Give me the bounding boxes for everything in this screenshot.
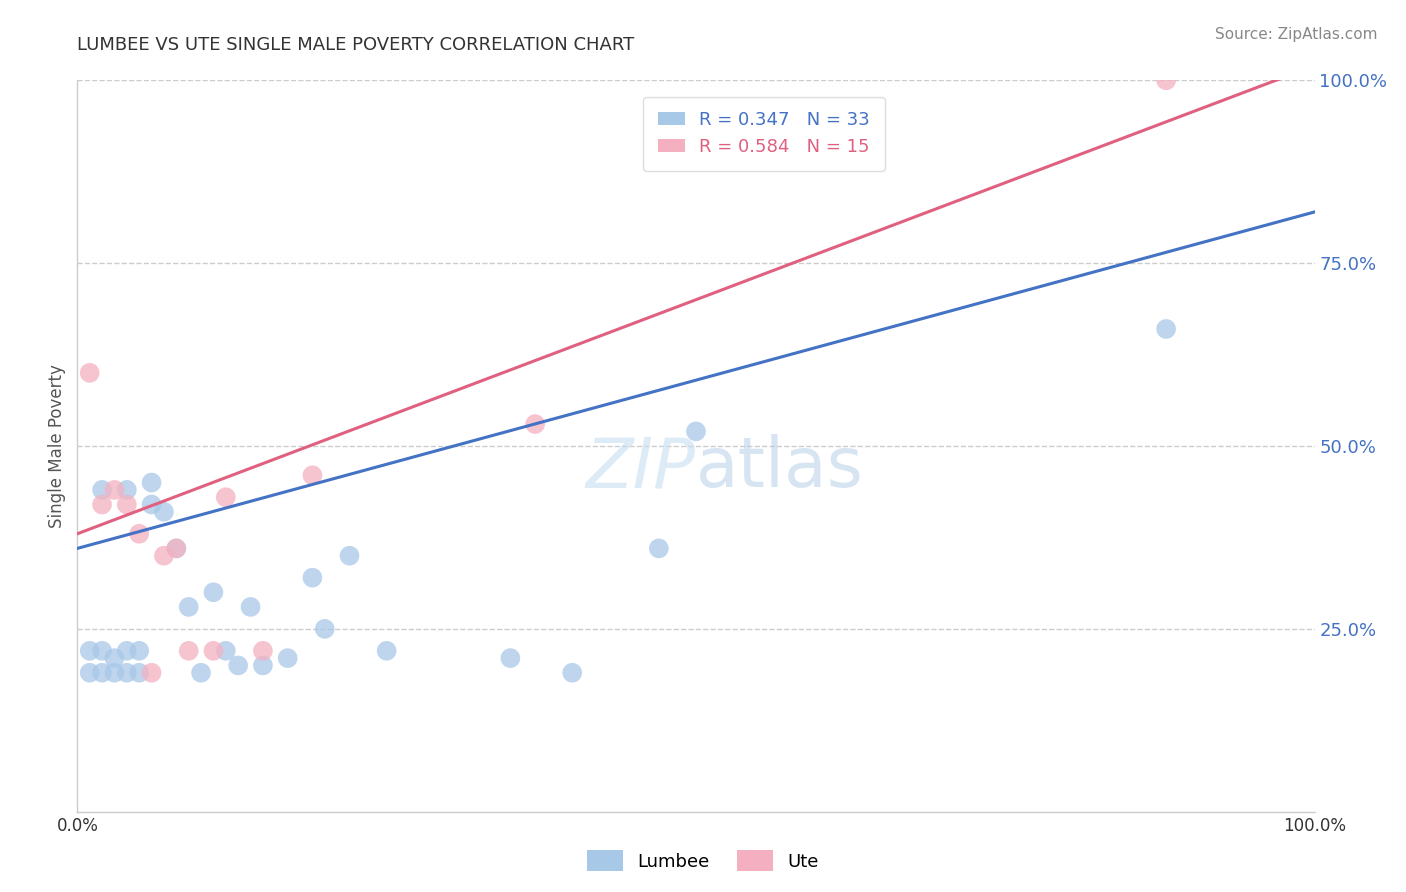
Point <box>141 665 163 680</box>
Point <box>128 526 150 541</box>
Point <box>339 549 361 563</box>
Point <box>128 644 150 658</box>
Point <box>141 475 163 490</box>
Point <box>115 483 138 497</box>
Point <box>153 549 176 563</box>
Text: ZIP: ZIP <box>586 434 696 501</box>
Point <box>301 571 323 585</box>
Point <box>128 665 150 680</box>
Point <box>79 665 101 680</box>
Point <box>202 644 225 658</box>
Point <box>524 417 547 431</box>
Point <box>103 483 125 497</box>
Point <box>226 658 249 673</box>
Point <box>215 644 238 658</box>
Point <box>91 483 114 497</box>
Point <box>314 622 336 636</box>
Legend: R = 0.347   N = 33, R = 0.584   N = 15: R = 0.347 N = 33, R = 0.584 N = 15 <box>644 96 884 170</box>
Point <box>252 644 274 658</box>
Point <box>153 505 176 519</box>
Point <box>499 651 522 665</box>
Point <box>91 644 114 658</box>
Point <box>190 665 212 680</box>
Text: LUMBEE VS UTE SINGLE MALE POVERTY CORRELATION CHART: LUMBEE VS UTE SINGLE MALE POVERTY CORREL… <box>77 36 634 54</box>
Point <box>561 665 583 680</box>
Point <box>115 498 138 512</box>
Point <box>1154 73 1177 87</box>
Point <box>685 425 707 439</box>
Point <box>79 644 101 658</box>
Point <box>91 665 114 680</box>
Point <box>165 541 187 556</box>
Y-axis label: Single Male Poverty: Single Male Poverty <box>48 364 66 528</box>
Point <box>252 658 274 673</box>
Point <box>115 644 138 658</box>
Point <box>1154 322 1177 336</box>
Point <box>91 498 114 512</box>
Point <box>301 468 323 483</box>
Point <box>103 651 125 665</box>
Point <box>79 366 101 380</box>
Legend: Lumbee, Ute: Lumbee, Ute <box>579 843 827 879</box>
Point <box>115 665 138 680</box>
Point <box>648 541 671 556</box>
Point <box>202 585 225 599</box>
Point <box>141 498 163 512</box>
Point <box>375 644 398 658</box>
Point <box>177 644 200 658</box>
Point <box>239 599 262 614</box>
Text: Source: ZipAtlas.com: Source: ZipAtlas.com <box>1215 27 1378 42</box>
Point <box>215 490 238 504</box>
Point <box>277 651 299 665</box>
Point <box>165 541 187 556</box>
Text: atlas: atlas <box>696 434 863 501</box>
Point <box>177 599 200 614</box>
Point <box>103 665 125 680</box>
